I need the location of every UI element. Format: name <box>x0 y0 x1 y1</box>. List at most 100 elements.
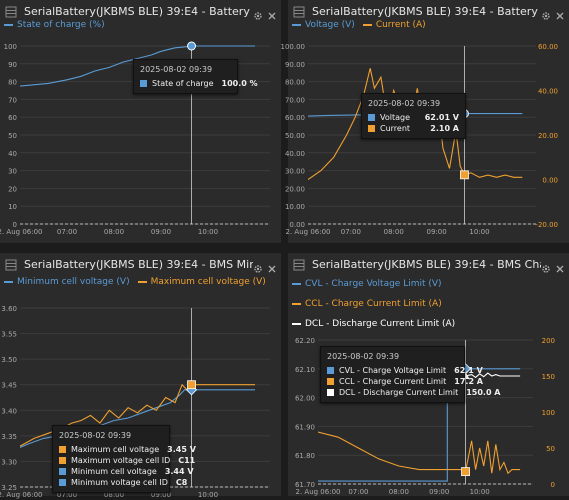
x-tick-label: 09:00 <box>151 228 171 236</box>
legend-item[interactable]: Maximum cell voltage (V) <box>137 275 266 289</box>
y2-tick-label: 40.00 <box>538 88 558 96</box>
close-icon[interactable] <box>555 259 565 273</box>
tooltip-label: Current <box>380 124 411 133</box>
gear-icon[interactable] <box>253 259 263 273</box>
panel-soc: SerialBattery(JKBMS BLE) 39:E4 - Battery… <box>0 0 281 243</box>
panel-tools <box>541 259 565 273</box>
close-icon[interactable] <box>267 259 277 273</box>
legend-label: Voltage (V) <box>305 20 355 30</box>
tooltip-label: Minimum cell voltage <box>71 467 157 476</box>
y2-tick-label: 150 <box>542 373 555 381</box>
y2-tick-label: -20.00 <box>535 221 558 229</box>
tooltip-swatch <box>59 446 66 453</box>
y-tick-label: 80.00 <box>285 79 305 87</box>
tooltip-label: CVL - Charge Voltage Limit <box>339 366 447 375</box>
chart-legend: CVL - Charge Voltage Limit (V) CCL - Char… <box>292 277 565 337</box>
gear-icon[interactable] <box>541 6 551 20</box>
legend-item[interactable]: State of charge (%) <box>4 18 105 32</box>
tooltip-swatch <box>59 457 66 464</box>
tooltip-label: State of charge <box>152 79 214 88</box>
tooltip-row: State of charge 100.0 % <box>140 78 258 89</box>
tooltip-time: 2025-08-02 09:39 <box>368 99 441 108</box>
y-tick-label: 30.00 <box>285 168 305 176</box>
y-tick-label: 50.00 <box>285 132 305 140</box>
tooltip-value: 150.0 A <box>466 388 501 397</box>
chart-legend: State of charge (%) <box>4 18 277 32</box>
tooltip-value: 62.1 V <box>454 366 483 375</box>
legend-swatch <box>4 280 13 283</box>
gear-icon[interactable] <box>541 259 551 273</box>
legend-label: CVL - Charge Voltage Limit (V) <box>305 279 442 289</box>
y-tick-label: 40.00 <box>285 150 305 158</box>
gear-icon[interactable] <box>253 6 263 20</box>
panel-title: SerialBattery(JKBMS BLE) 39:E4 - BMS Min… <box>24 257 253 271</box>
hover-marker <box>187 380 196 390</box>
panel-title: SerialBattery(JKBMS BLE) 39:E4 - Battery… <box>24 4 253 18</box>
legend-item[interactable]: DCL - Discharge Current Limit (A) <box>292 317 557 331</box>
tooltip-row: Minimum voltage cell ID C8 <box>59 477 187 488</box>
x-tick-label: 2. Aug 06:00 <box>0 228 42 236</box>
y2-tick-label: 50 <box>546 445 555 453</box>
x-tick-label: 09:00 <box>151 491 171 499</box>
chart-svg: 0 10 20 30 40 50 60 70 80 90 100 2. Aug 06:00 07:00 0… <box>0 41 270 236</box>
tooltip-label: Maximum cell voltage <box>71 445 160 454</box>
panel-title: SerialBattery(JKBMS BLE) 39:E4 - Battery… <box>312 4 541 18</box>
x-tick-label: 10:00 <box>198 228 218 236</box>
x-tick-label: 09:00 <box>429 488 449 496</box>
y-tick-label: 90 <box>8 61 17 69</box>
hover-marker <box>461 467 470 477</box>
y-tick-label: 62.10 <box>295 366 315 374</box>
y-tick-label: 62.20 <box>295 337 315 345</box>
y-tick-label: 70 <box>8 96 17 104</box>
tooltip-time: 2025-08-02 09:39 <box>140 65 213 74</box>
x-tick-label: 09:00 <box>426 228 446 236</box>
chart-legend: Minimum cell voltage (V) Maximum cell vol… <box>4 275 277 289</box>
database-icon <box>4 257 18 271</box>
legend-label: Maximum cell voltage (V) <box>150 277 266 287</box>
y-tick-label: 3.55 <box>1 331 17 339</box>
close-icon[interactable] <box>555 6 565 20</box>
panel-header: SerialBattery(JKBMS BLE) 39:E4 - BMS Min… <box>0 253 281 275</box>
series-line <box>318 431 521 475</box>
x-tick-label: 2. Aug 06:00 <box>296 488 341 496</box>
legend-item[interactable]: CVL - Charge Voltage Limit (V) <box>292 277 557 291</box>
panel-tools <box>541 6 565 20</box>
y-tick-label: 3.60 <box>1 305 17 313</box>
y-tick-label: 0 <box>13 221 17 229</box>
y-tick-label: 90.00 <box>285 61 305 69</box>
legend-item[interactable]: Voltage (V) <box>292 18 355 32</box>
panel-header: SerialBattery(JKBMS BLE) 39:E4 - Battery… <box>0 0 281 22</box>
legend-item[interactable]: Minimum cell voltage (V) <box>4 275 130 289</box>
tooltip-row: Maximum cell voltage 3.45 V <box>59 444 196 455</box>
y-tick-label: 3.50 <box>1 356 17 364</box>
legend-label: CCL - Charge Current Limit (A) <box>305 299 442 309</box>
x-tick-label: 2. Aug 06:00 <box>0 491 42 499</box>
legend-label: DCL - Discharge Current Limit (A) <box>305 319 456 329</box>
legend-item[interactable]: CCL - Charge Current Limit (A) <box>292 297 557 311</box>
tooltip: 2025-08-02 09:39 Voltage 62.01 V Current 2.1… <box>361 93 466 139</box>
x-tick-label: 10:00 <box>470 488 490 496</box>
hover-marker <box>460 170 469 180</box>
x-tick-label: 08:00 <box>389 488 409 496</box>
y-tick-label: 61.80 <box>295 452 315 460</box>
tooltip-label: CCL - Charge Current Limit <box>339 377 447 386</box>
panel-min-max-cell: SerialBattery(JKBMS BLE) 39:E4 - BMS Min… <box>0 253 281 499</box>
panel-tools <box>253 259 277 273</box>
panel-voltage-current: SerialBattery(JKBMS BLE) 39:E4 - Battery… <box>281 0 569 243</box>
y-tick-label: 100.00 <box>281 43 306 51</box>
x-tick-label: 07:00 <box>57 228 77 236</box>
tooltip-swatch <box>368 125 375 132</box>
database-icon <box>292 4 306 18</box>
y-tick-label: 3.35 <box>1 433 17 441</box>
x-tick-label: 07:00 <box>57 491 77 499</box>
y2-tick-label: 20.00 <box>538 132 558 140</box>
tooltip-value: 17.2 A <box>454 377 483 386</box>
series-line <box>318 368 521 482</box>
legend-swatch <box>362 23 372 26</box>
close-icon[interactable] <box>267 6 277 20</box>
y2-tick-label: 0 <box>551 481 555 489</box>
legend-swatch <box>292 322 301 325</box>
legend-item[interactable]: Current (A) <box>362 18 426 32</box>
tooltip-swatch <box>327 367 334 374</box>
